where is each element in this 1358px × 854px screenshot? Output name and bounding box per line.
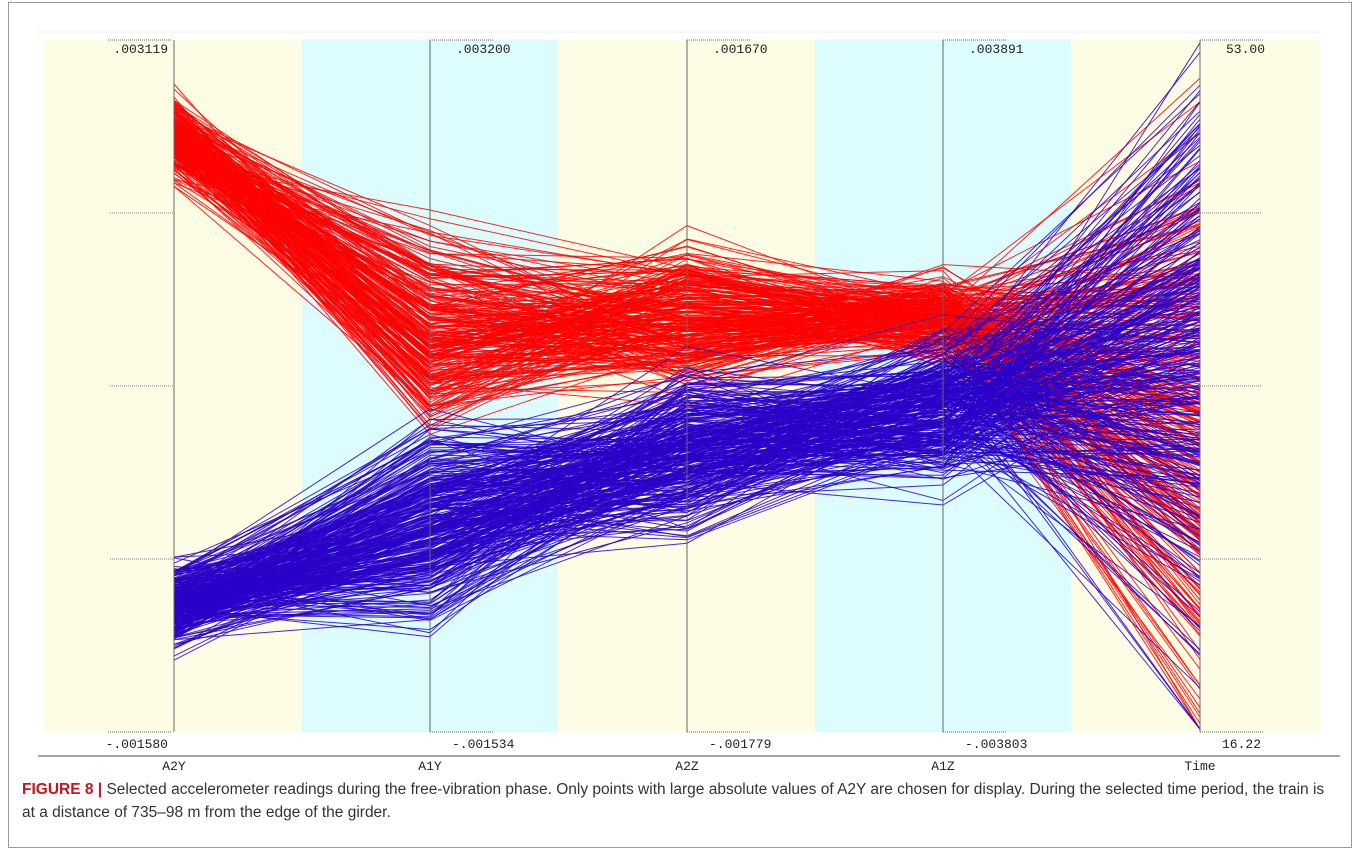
caption-text: Selected accelerometer readings during t… xyxy=(22,781,1325,821)
axis-name-3: A1Z xyxy=(931,759,955,774)
axis-min-label-4: 16.22 xyxy=(1222,737,1261,752)
axis-min-label-1: -.001534 xyxy=(452,737,515,752)
figure-label: FIGURE 8 | xyxy=(22,781,103,798)
axis-min-label-2: -.001779 xyxy=(709,737,771,752)
axis-min-label-0: -.001580 xyxy=(106,737,168,752)
axis-max-label-2: .001670 xyxy=(713,42,768,57)
axis-max-label-3: .003891 xyxy=(969,42,1024,57)
axis-name-4: Time xyxy=(1184,759,1215,774)
axis-name-2: A2Z xyxy=(675,759,699,774)
axis-max-label-1: .003200 xyxy=(456,42,511,57)
axis-name-0: A2Y xyxy=(162,759,186,774)
axis-tick-marks xyxy=(110,212,1262,560)
axis-min-label-3: -.003803 xyxy=(965,737,1027,752)
parallel-coordinates-plot: .003119 -.001580 A2Y .003200 -.001534 A1Y .001… xyxy=(38,31,1340,774)
figure-caption: FIGURE 8 | Selected accelerometer readin… xyxy=(22,778,1340,824)
background-bands xyxy=(44,40,1320,732)
axes-group: .003119 -.001580 A2Y .003200 -.001534 A1Y .001… xyxy=(38,31,1340,774)
axis-name-1: A1Y xyxy=(418,759,442,774)
axis-max-label-4: 53.00 xyxy=(1226,42,1265,57)
axis-max-label-0: .003119 xyxy=(113,42,168,57)
